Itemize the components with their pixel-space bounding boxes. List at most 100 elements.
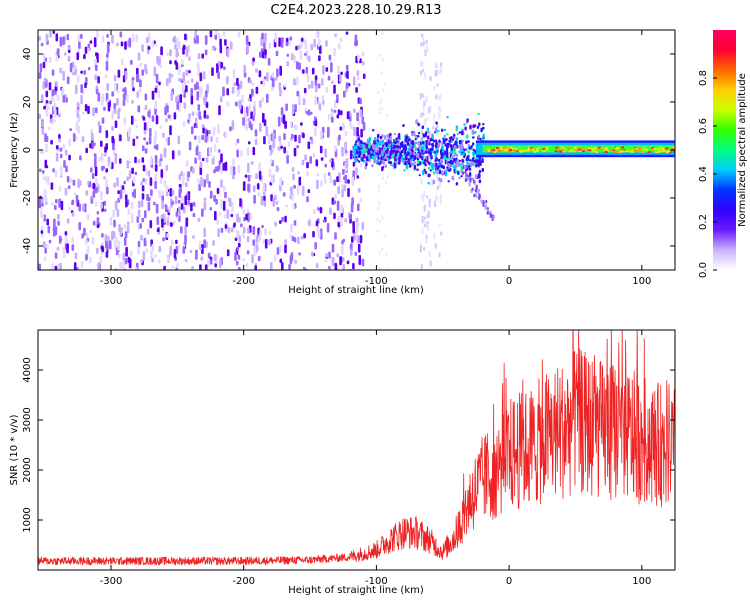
spectrogram-cell (222, 31, 226, 37)
spectrogram-cell (401, 143, 404, 148)
spectrogram-cell (355, 87, 358, 93)
spectrogram-cell (314, 116, 317, 121)
spectrogram-cell (353, 126, 356, 136)
spectrogram-cell (203, 201, 207, 211)
spectrogram-cell (87, 43, 91, 48)
carrier-peak (515, 149, 519, 152)
spectrogram-cell (302, 69, 305, 74)
spectrogram-cell (405, 137, 408, 143)
spectrogram-cell (168, 206, 171, 213)
spectrogram-cell (435, 121, 438, 125)
spectrogram-cell (209, 30, 213, 38)
spectrogram-cell (460, 165, 463, 171)
spectrogram-cell (448, 157, 451, 161)
spectrogram-cell (432, 165, 435, 169)
spectrogram-cell (419, 154, 422, 159)
spectrogram-cell (55, 152, 59, 162)
spectrogram-cell (356, 112, 359, 122)
spectrogram-cell (160, 46, 163, 56)
spectrogram-cell (356, 75, 360, 81)
spectrogram-cell (404, 148, 408, 151)
spectrogram-cell (117, 240, 120, 251)
spectrogram-cell (300, 41, 303, 49)
spectrogram-cell (75, 84, 78, 95)
spectrogram-cell (162, 237, 165, 242)
spectrogram-cell (42, 176, 46, 180)
spectrogram-cell (108, 162, 112, 169)
spectrogram-cell (66, 218, 70, 224)
spectrogram-cell (184, 225, 187, 235)
spectrogram-cell (272, 197, 276, 207)
spectrogram-cell (117, 109, 120, 120)
spectrogram-cell (353, 145, 356, 150)
spectrogram-cell (282, 192, 286, 197)
spectrogram-cell (331, 116, 334, 123)
spectrogram-cell (107, 102, 111, 112)
spectrogram-cell (68, 46, 71, 51)
carrier-peak (615, 146, 619, 149)
spectrogram-cell (461, 145, 464, 148)
spectrogram-cell (137, 159, 141, 164)
spectrogram-cell (438, 111, 441, 119)
spectrogram-cell (360, 128, 363, 138)
spectrogram-cell (90, 167, 93, 173)
spectrogram-cell (334, 262, 338, 270)
spectrogram-cell (231, 202, 234, 213)
spectrogram-cell (113, 219, 116, 228)
spectrogram-cell (453, 133, 456, 137)
spectrogram-cell (123, 180, 126, 185)
spectrogram-cell (437, 163, 440, 166)
spectrogram-cell (378, 251, 381, 255)
spectrogram-cell (135, 135, 139, 140)
x-tick-label: 0 (506, 576, 512, 587)
spectrogram-cell (111, 91, 114, 97)
spectrogram-cell (59, 147, 63, 152)
spectrogram-cell (298, 176, 302, 186)
spectrogram-cell (240, 150, 243, 157)
spectrogram-cell (54, 170, 58, 178)
spectrogram-cell (201, 134, 204, 141)
spectrogram-cell (436, 124, 439, 129)
spectrogram-cell (339, 75, 342, 83)
spectrogram-cell (140, 259, 143, 263)
spectrogram-cell (261, 96, 264, 102)
spectrogram-cell (238, 266, 241, 270)
spectrogram-cell (151, 257, 154, 263)
spectrogram-cell (382, 88, 385, 92)
spectrogram-cell (137, 223, 140, 230)
spectrogram-cell (143, 137, 146, 141)
spectrogram-cell (262, 112, 265, 123)
spectrogram-cell (424, 216, 427, 220)
spectrogram-cell (129, 160, 132, 164)
spectrogram-cell (217, 71, 220, 79)
spectrogram-cell (308, 84, 311, 89)
spectrogram-cell (109, 216, 113, 226)
spectrogram-cell (478, 196, 481, 200)
spectrogram-cell (379, 220, 381, 223)
spectrogram-cell (83, 227, 86, 236)
spectrogram-cell (439, 197, 442, 205)
spectrogram-cell (45, 165, 49, 169)
spectrogram-cell (489, 210, 492, 214)
spectrogram-cell (206, 259, 210, 267)
spectrogram-cell (57, 220, 60, 226)
spectrogram-cell (467, 177, 470, 180)
spectrogram-cell (148, 32, 151, 42)
spectrogram-cell (195, 146, 199, 156)
spectrogram-cell (461, 162, 464, 167)
spectrogram-cell (279, 177, 283, 187)
spectrogram-cell (91, 141, 95, 148)
spectrogram-cell (224, 39, 227, 46)
spectrogram-cell (395, 147, 398, 151)
spectrogram-cell (278, 135, 281, 142)
spectrogram-cell (422, 93, 425, 98)
spectrogram-cell (192, 213, 196, 218)
spectrogram-cell (51, 97, 55, 103)
spectrogram-cell (132, 176, 136, 184)
spectrogram-cell (453, 157, 456, 162)
spectrogram-cell (76, 267, 79, 270)
spectrogram-cell (50, 182, 54, 190)
spectrogram-cell (56, 94, 60, 101)
spectrogram-cell (305, 111, 309, 115)
